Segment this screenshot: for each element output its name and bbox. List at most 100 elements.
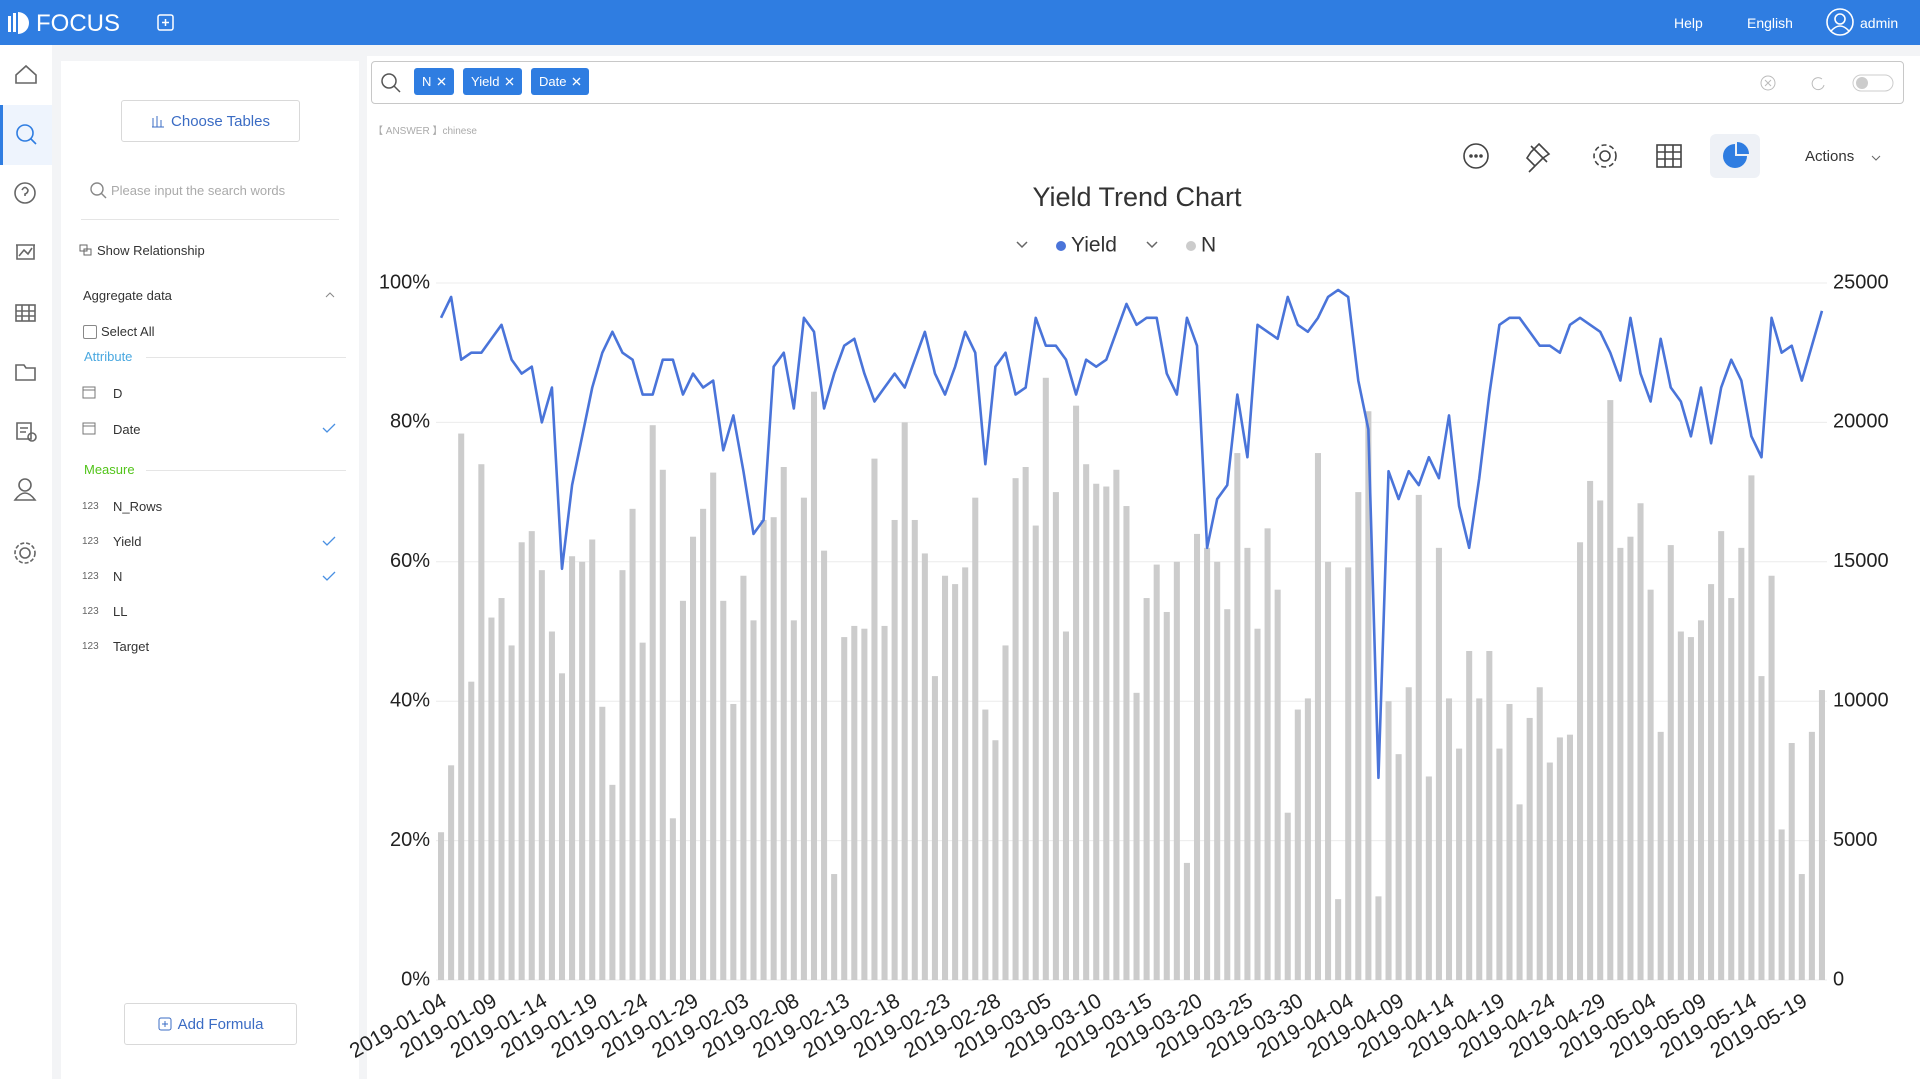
select-all-checkbox[interactable] <box>83 325 97 339</box>
bar <box>1778 829 1785 980</box>
bar <box>508 645 515 980</box>
refresh-button[interactable] <box>1811 77 1825 91</box>
select-all-label[interactable]: Select All <box>101 324 155 339</box>
remove-token[interactable] <box>505 77 514 86</box>
y-tick-label: 0% <box>401 968 430 990</box>
folder-icon[interactable] <box>15 364 36 381</box>
search-field[interactable]: Please input the search words <box>111 183 286 198</box>
settings-button[interactable] <box>1599 150 1611 162</box>
attribute-field[interactable]: D <box>113 386 123 401</box>
user-manage-icon[interactable] <box>18 478 32 492</box>
date-field-icon <box>82 422 96 435</box>
bar <box>1768 575 1775 980</box>
y-tick-label: 100% <box>379 271 430 293</box>
bar <box>518 542 525 980</box>
chart-button[interactable] <box>1723 144 1747 168</box>
bar <box>1304 698 1311 980</box>
actions-menu[interactable]: Actions <box>1805 148 1855 165</box>
bar <box>1637 503 1644 980</box>
legend-label[interactable]: N <box>1201 234 1216 257</box>
choose-tables-button[interactable]: Choose Tables <box>121 100 300 142</box>
measure-field[interactable]: Yield <box>113 534 142 549</box>
bar <box>1516 804 1523 980</box>
bar <box>690 536 697 980</box>
bar <box>1183 862 1190 980</box>
selected-check <box>322 536 336 546</box>
type-tag: 123 <box>82 606 99 617</box>
legend-label[interactable]: Yield <box>1071 234 1117 257</box>
bar <box>992 740 999 980</box>
table-icon[interactable] <box>15 304 36 322</box>
bar <box>1153 564 1160 980</box>
bar <box>1012 478 1019 980</box>
bar <box>871 458 878 980</box>
bar <box>1758 676 1765 980</box>
new-tab[interactable] <box>157 14 174 31</box>
bar <box>448 765 455 980</box>
clear-button[interactable] <box>1760 75 1776 91</box>
task-icon[interactable] <box>16 422 32 440</box>
bar <box>1627 536 1634 980</box>
bar <box>1667 545 1674 980</box>
bar <box>1708 584 1715 980</box>
selected-check <box>322 423 336 433</box>
divider <box>81 219 339 220</box>
aggregate-toggle[interactable]: Aggregate data <box>83 288 172 303</box>
bar <box>599 706 606 980</box>
user-name[interactable]: admin <box>1860 15 1899 31</box>
y2-tick-label: 5000 <box>1833 829 1878 851</box>
search-icon[interactable] <box>16 124 34 142</box>
bar <box>1748 475 1755 980</box>
bar <box>800 497 807 980</box>
bar <box>1798 874 1805 980</box>
settings-icon[interactable] <box>19 547 31 559</box>
search-token[interactable]: Yield <box>463 68 523 95</box>
table-button[interactable] <box>1656 144 1682 168</box>
bar <box>881 625 888 980</box>
language-switch[interactable]: English <box>1747 15 1793 31</box>
date-field-icon <box>82 386 96 399</box>
bar <box>1647 589 1654 980</box>
bar <box>458 433 465 980</box>
bar <box>478 464 485 981</box>
bar <box>548 631 555 980</box>
bar <box>579 561 586 980</box>
bar <box>1607 400 1614 980</box>
bar <box>488 617 495 980</box>
bar <box>1536 687 1543 980</box>
bar <box>1385 701 1392 980</box>
show-relationship[interactable]: Show Relationship <box>97 243 205 258</box>
add-formula-button[interactable]: Add Formula <box>124 1003 297 1045</box>
measure-field[interactable]: N <box>113 569 123 584</box>
bar <box>1022 467 1029 980</box>
report-icon[interactable] <box>16 244 35 260</box>
user-icon[interactable] <box>1825 7 1855 37</box>
search-token[interactable]: N <box>414 68 455 95</box>
search-bar-icon <box>381 73 401 93</box>
bar <box>1002 645 1009 980</box>
bar <box>1456 748 1463 980</box>
comment-button[interactable] <box>1463 143 1489 169</box>
bar <box>1204 547 1211 980</box>
search-token[interactable]: Date <box>531 68 590 95</box>
remove-token[interactable] <box>437 77 446 86</box>
bar <box>1818 690 1825 980</box>
bar <box>760 519 767 980</box>
pin-button[interactable] <box>1525 142 1551 173</box>
help-link[interactable]: Help <box>1674 15 1703 31</box>
bar <box>1395 754 1402 980</box>
search-bar[interactable] <box>371 61 1904 104</box>
help-icon[interactable] <box>14 182 36 204</box>
bar <box>1425 776 1432 980</box>
bar <box>851 625 858 980</box>
remove-token[interactable] <box>572 77 581 86</box>
attribute-title: Attribute <box>84 349 133 364</box>
measure-field[interactable]: Target <box>113 639 150 654</box>
measure-field[interactable]: N_Rows <box>113 499 163 514</box>
collapse-icon[interactable] <box>324 289 336 301</box>
measure-field[interactable]: LL <box>113 604 128 619</box>
attribute-field[interactable]: Date <box>113 422 141 437</box>
bar <box>780 467 787 980</box>
home-icon[interactable] <box>15 64 37 84</box>
